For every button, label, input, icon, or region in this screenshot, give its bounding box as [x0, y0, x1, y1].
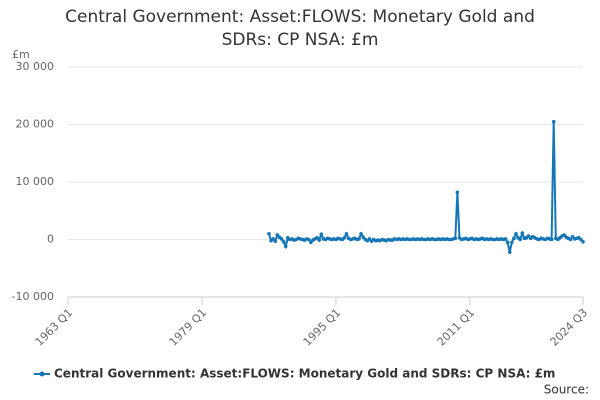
data-point	[568, 237, 573, 242]
data-point	[271, 237, 275, 241]
y-tick-label: -10 000	[12, 290, 54, 303]
data-point	[507, 250, 512, 254]
data-point	[361, 235, 365, 239]
data-point	[275, 233, 280, 237]
x-tick-label: 1979 Q1	[167, 306, 210, 349]
data-point	[512, 236, 516, 241]
y-unit: £m	[12, 48, 30, 61]
data-point	[549, 237, 554, 242]
data-point	[455, 190, 460, 195]
legend-marker	[39, 371, 45, 377]
data-point	[510, 240, 514, 245]
data-point	[551, 119, 556, 124]
data-point	[315, 235, 319, 240]
data-point	[505, 240, 510, 245]
data-point	[514, 231, 518, 236]
chart-title: Central Government: Asset:FLOWS: Monetar…	[65, 7, 535, 50]
data-point	[281, 240, 286, 244]
data-point	[283, 244, 288, 249]
data-point	[526, 234, 531, 238]
y-tick-label: 30 000	[16, 60, 55, 73]
data-point	[579, 237, 583, 242]
data-point	[357, 237, 361, 241]
series-line	[268, 121, 584, 253]
data-point	[359, 231, 363, 236]
y-tick-label: 0	[47, 233, 54, 246]
data-point	[317, 238, 322, 242]
source: Source:	[544, 383, 589, 397]
data-point	[518, 237, 522, 242]
legend-label: Central Government: Asset:FLOWS: Monetar…	[54, 367, 555, 381]
data-point	[267, 231, 271, 236]
data-point	[570, 234, 575, 239]
data-point	[581, 240, 585, 244]
data-point	[306, 237, 311, 242]
data-point	[503, 237, 508, 241]
x-tick-label: 2024 Q3	[548, 306, 591, 349]
data-point	[309, 240, 313, 245]
x-tick-label: 1963 Q1	[33, 306, 76, 349]
x-tick-label: 1995 Q1	[301, 306, 344, 349]
data-point	[342, 235, 347, 240]
data-point	[273, 239, 278, 244]
data-point	[344, 231, 349, 236]
y-tick-label: 20 000	[16, 118, 55, 131]
y-tick-label: 10 000	[16, 175, 55, 188]
data-point	[562, 233, 566, 237]
x-tick-label: 2011 Q1	[435, 306, 478, 349]
data-point	[279, 237, 284, 241]
data-point	[367, 237, 372, 241]
data-point	[453, 236, 458, 241]
data-point	[520, 231, 525, 235]
data-point	[319, 232, 324, 237]
